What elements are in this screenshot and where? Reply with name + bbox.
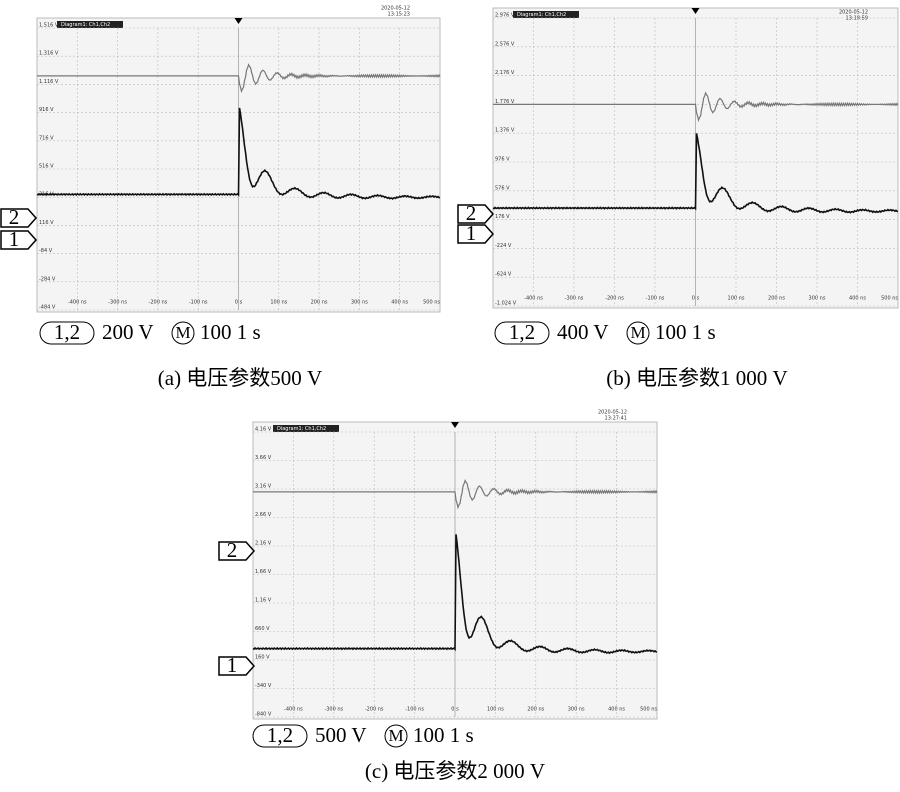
trigger bbox=[234, 18, 243, 24]
channel-box bbox=[252, 724, 308, 748]
diagram-tab bbox=[513, 11, 579, 18]
scale-volts: 500 V bbox=[315, 723, 367, 747]
y-tick-label: 716 V bbox=[39, 135, 54, 141]
scale-channels: 1,2 bbox=[267, 723, 293, 747]
x-tick-label: 100 ns bbox=[270, 300, 287, 306]
channel-marker-label: 2 bbox=[227, 538, 238, 562]
x-tick-label: 500 ns bbox=[640, 707, 657, 713]
scale-channels: 1,2 bbox=[54, 320, 80, 344]
caption: (a) 电压参数500 V bbox=[158, 366, 322, 390]
scale-volts: 200 V bbox=[102, 320, 154, 344]
channel-marker-label: 2 bbox=[466, 201, 477, 225]
y-tick-label: 3.66 V bbox=[255, 455, 272, 461]
diagram-tab bbox=[57, 21, 123, 28]
time: 13:18:59 bbox=[846, 16, 868, 22]
channel-marker bbox=[457, 224, 495, 244]
y-tick-label: 1.316 V bbox=[39, 51, 59, 57]
y-tick-label: -624 V bbox=[495, 272, 512, 278]
y-tick-label: -340 V bbox=[255, 683, 272, 689]
channel-box bbox=[494, 321, 550, 345]
y-tick-label: 976 V bbox=[495, 157, 510, 163]
channel-marker bbox=[0, 230, 38, 250]
channel-marker-label: 1 bbox=[227, 653, 238, 677]
x-tick-label: -400 ns bbox=[68, 300, 87, 306]
trigger bbox=[691, 8, 700, 14]
m-circle bbox=[171, 321, 195, 345]
channel-marker bbox=[218, 656, 256, 676]
channel-1-trace bbox=[36, 107, 441, 200]
y-tick-label: 916 V bbox=[39, 107, 54, 113]
x-tick-label: 400 ns bbox=[391, 300, 408, 306]
y-tick-label: 1.116 V bbox=[39, 79, 59, 85]
scale-m: M bbox=[630, 323, 645, 342]
m-circle bbox=[626, 321, 650, 345]
y-tick-label: -1.024 V bbox=[495, 301, 517, 307]
scale-time: 100 1 s bbox=[655, 320, 716, 344]
channel-marker-label: 2 bbox=[9, 205, 20, 229]
channel-2-trace bbox=[37, 63, 441, 94]
y-tick-label: 1.376 V bbox=[495, 128, 515, 134]
date: 2020-05-12 bbox=[839, 10, 868, 16]
m-circle bbox=[384, 724, 408, 748]
x-tick-label: 500 ns bbox=[881, 296, 898, 302]
scale-volts: 400 V bbox=[557, 320, 609, 344]
y-tick-label: 116 V bbox=[39, 220, 54, 226]
y-tick-label: 160 V bbox=[255, 655, 270, 661]
caption: (c) 电压参数2 000 V bbox=[365, 759, 545, 783]
y-tick-label: 2.16 V bbox=[255, 541, 272, 547]
channel-1-trace bbox=[252, 534, 658, 655]
channel-marker-label: 1 bbox=[466, 221, 477, 245]
y-tick-label: 576 V bbox=[495, 185, 510, 191]
y-tick-label: 4.16 V bbox=[255, 427, 272, 433]
time: 13:15:23 bbox=[388, 12, 410, 18]
y-tick-label: 1.516 V bbox=[39, 23, 59, 29]
date: 2020-05-12 bbox=[598, 410, 627, 416]
y-tick-label: -224 V bbox=[495, 243, 512, 249]
y-tick-label: -484 V bbox=[39, 305, 56, 311]
channel-2-trace bbox=[253, 478, 658, 510]
scale-m: M bbox=[175, 323, 190, 342]
channel-2-trace bbox=[493, 91, 899, 123]
scale-m: M bbox=[388, 726, 403, 745]
x-tick-label: -300 ns bbox=[108, 300, 127, 306]
y-tick-label: 1.776 V bbox=[495, 99, 515, 105]
diagram-label: Diagram1: Ch1,Ch2 bbox=[277, 426, 326, 432]
y-tick-label: 516 V bbox=[39, 164, 54, 170]
caption: (b) 电压参数1 000 V bbox=[606, 366, 787, 390]
channel-marker bbox=[457, 204, 495, 224]
y-tick-label: -84 V bbox=[39, 248, 53, 254]
diagram-tab bbox=[273, 425, 339, 432]
y-tick-label: 2.976 V bbox=[495, 13, 515, 19]
diagram-label: Diagram1: Ch1,Ch2 bbox=[517, 12, 566, 18]
y-tick-label: 176 V bbox=[495, 214, 510, 220]
scale-time: 100 1 s bbox=[413, 723, 474, 747]
x-tick-label: 300 ns bbox=[351, 300, 368, 306]
channel-marker bbox=[0, 208, 38, 228]
y-tick-label: -284 V bbox=[39, 276, 56, 282]
channel-marker-label: 1 bbox=[9, 227, 20, 251]
x-tick-label: 500 ns bbox=[423, 300, 440, 306]
y-tick-label: -840 V bbox=[255, 712, 272, 718]
scale-channels: 1,2 bbox=[509, 320, 535, 344]
diagram-label: Diagram1: Ch1,Ch2 bbox=[61, 22, 110, 28]
x-tick-label: -100 ns bbox=[189, 300, 208, 306]
trigger bbox=[451, 422, 459, 428]
x-tick-label: -200 ns bbox=[149, 300, 168, 306]
channel-box bbox=[39, 321, 95, 345]
channel-marker bbox=[218, 541, 256, 561]
y-tick-label: 2.66 V bbox=[255, 512, 272, 518]
scale-time: 100 1 s bbox=[200, 320, 261, 344]
y-tick-label: 1.16 V bbox=[255, 598, 272, 604]
y-tick-label: 2.176 V bbox=[495, 70, 515, 76]
x-tick-label: 200 ns bbox=[311, 300, 328, 306]
y-tick-label: 2.576 V bbox=[495, 41, 515, 47]
y-tick-label: 1.66 V bbox=[255, 569, 272, 575]
channel-1-trace bbox=[492, 133, 899, 214]
time: 13:27:41 bbox=[605, 416, 627, 422]
y-tick-label: 3.16 V bbox=[255, 484, 272, 490]
date: 2020-05-12 bbox=[381, 6, 410, 12]
y-tick-label: 660 V bbox=[255, 626, 270, 632]
